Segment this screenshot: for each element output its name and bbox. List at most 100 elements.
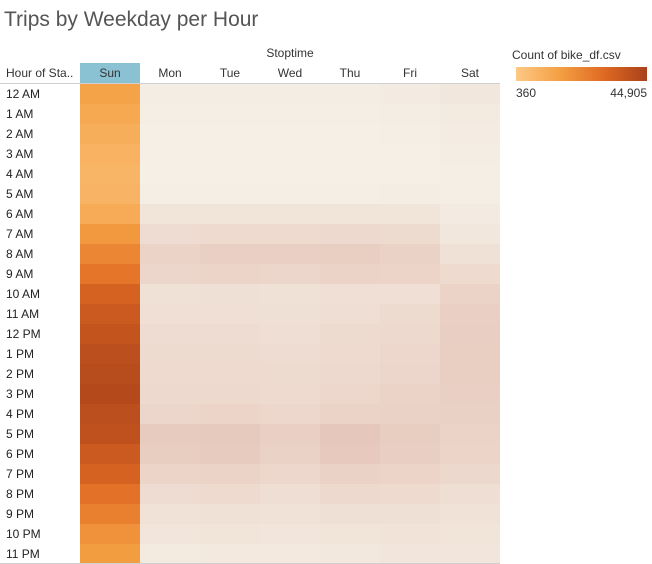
heatmap-cell[interactable] [320,384,380,404]
heatmap-cell[interactable] [200,344,260,364]
heatmap-cell[interactable] [80,84,140,104]
heatmap-cell[interactable] [260,544,320,564]
heatmap-cell[interactable] [140,124,200,144]
heatmap-cell[interactable] [380,204,440,224]
heatmap-cell[interactable] [200,224,260,244]
heatmap-cell[interactable] [200,284,260,304]
heatmap-cell[interactable] [200,164,260,184]
heatmap-cell[interactable] [440,224,500,244]
heatmap-cell[interactable] [380,344,440,364]
heatmap-cell[interactable] [440,104,500,124]
row-label[interactable]: 4 AM [6,167,34,181]
heatmap-cell[interactable] [320,464,380,484]
heatmap-cell[interactable] [200,424,260,444]
heatmap-cell[interactable] [80,544,140,564]
heatmap-cell[interactable] [440,544,500,564]
heatmap-cell[interactable] [320,244,380,264]
heatmap-cell[interactable] [440,264,500,284]
heatmap-cell[interactable] [260,484,320,504]
heatmap-cell[interactable] [140,384,200,404]
heatmap-cell[interactable] [200,244,260,264]
row-label[interactable]: 6 AM [6,207,34,221]
heatmap-cell[interactable] [440,164,500,184]
heatmap-cell[interactable] [380,144,440,164]
heatmap-cell[interactable] [80,384,140,404]
heatmap-cell[interactable] [140,504,200,524]
heatmap-cell[interactable] [380,524,440,544]
heatmap-cell[interactable] [320,104,380,124]
heatmap-cell[interactable] [320,364,380,384]
heatmap-cell[interactable] [320,284,380,304]
heatmap-cell[interactable] [80,424,140,444]
heatmap-cell[interactable] [80,124,140,144]
heatmap-cell[interactable] [260,244,320,264]
heatmap-cell[interactable] [380,444,440,464]
heatmap-cell[interactable] [80,284,140,304]
heatmap-cell[interactable] [200,204,260,224]
heatmap-cell[interactable] [380,264,440,284]
heatmap-cell[interactable] [80,184,140,204]
heatmap-cell[interactable] [440,204,500,224]
heatmap-cell[interactable] [260,284,320,304]
heatmap-cell[interactable] [140,224,200,244]
row-label[interactable]: 5 PM [6,427,35,441]
heatmap-cell[interactable] [440,324,500,344]
heatmap-cell[interactable] [380,244,440,264]
heatmap-cell[interactable] [140,144,200,164]
row-label[interactable]: 8 PM [6,487,35,501]
heatmap-cell[interactable] [140,424,200,444]
heatmap-cell[interactable] [80,444,140,464]
heatmap-cell[interactable] [140,484,200,504]
column-header-sun[interactable]: Sun [80,63,140,83]
heatmap-cell[interactable] [140,264,200,284]
heatmap-cell[interactable] [80,364,140,384]
heatmap-cell[interactable] [440,304,500,324]
heatmap-cell[interactable] [320,84,380,104]
heatmap-cell[interactable] [320,204,380,224]
column-header-mon[interactable]: Mon [158,66,182,80]
heatmap-cell[interactable] [320,304,380,324]
heatmap-cell[interactable] [320,224,380,244]
heatmap-cell[interactable] [200,464,260,484]
heatmap-cell[interactable] [200,384,260,404]
heatmap-cell[interactable] [380,364,440,384]
heatmap-cell[interactable] [440,524,500,544]
heatmap-cell[interactable] [380,324,440,344]
heatmap-cell[interactable] [80,464,140,484]
row-label[interactable]: 8 AM [6,247,34,261]
heatmap-cell[interactable] [260,464,320,484]
heatmap-cell[interactable] [260,524,320,544]
heatmap-cell[interactable] [320,344,380,364]
heatmap-cell[interactable] [80,404,140,424]
heatmap-cell[interactable] [140,324,200,344]
heatmap-cell[interactable] [140,104,200,124]
heatmap-cell[interactable] [440,144,500,164]
heatmap-cell[interactable] [260,444,320,464]
row-label[interactable]: 4 PM [6,407,35,421]
row-label[interactable]: 2 PM [6,367,35,381]
heatmap-cell[interactable] [380,104,440,124]
column-header-fri[interactable]: Fri [403,66,417,80]
heatmap-cell[interactable] [440,284,500,304]
row-label[interactable]: 6 PM [6,447,35,461]
row-label[interactable]: 7 AM [6,227,34,241]
heatmap-cell[interactable] [380,284,440,304]
heatmap-cell[interactable] [380,124,440,144]
heatmap-cell[interactable] [440,424,500,444]
heatmap-cell[interactable] [260,264,320,284]
heatmap-cell[interactable] [440,184,500,204]
heatmap-cell[interactable] [380,224,440,244]
legend-color-ramp[interactable] [516,67,647,81]
heatmap-cell[interactable] [320,404,380,424]
heatmap-cell[interactable] [80,264,140,284]
heatmap-cell[interactable] [200,84,260,104]
heatmap-cell[interactable] [260,304,320,324]
heatmap-cell[interactable] [380,164,440,184]
heatmap-cell[interactable] [80,144,140,164]
heatmap-cell[interactable] [260,344,320,364]
heatmap-cell[interactable] [260,504,320,524]
heatmap-cell[interactable] [140,364,200,384]
heatmap-cell[interactable] [380,384,440,404]
heatmap-cell[interactable] [200,104,260,124]
heatmap-cell[interactable] [140,284,200,304]
